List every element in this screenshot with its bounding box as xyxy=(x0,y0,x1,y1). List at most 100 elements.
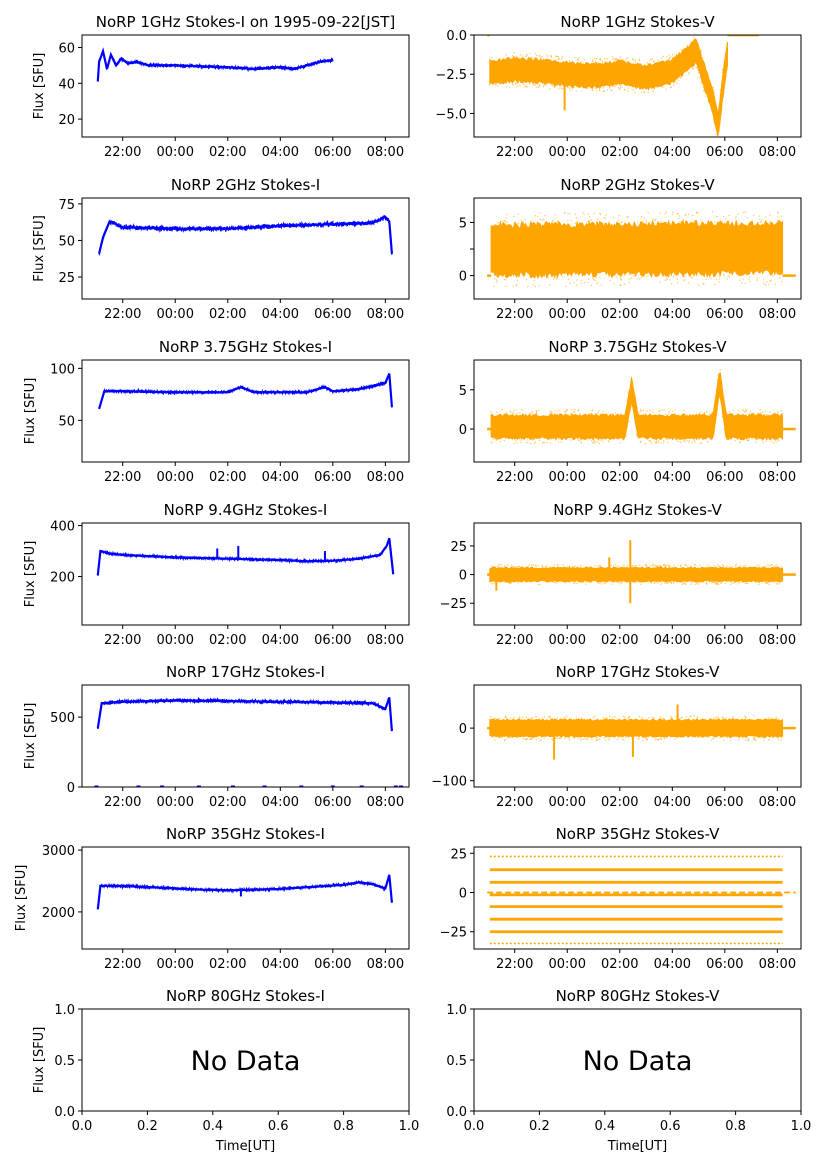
y-axis-label: Flux [SFU] xyxy=(23,703,38,770)
x-tick-label: 00:00 xyxy=(549,795,586,810)
scatter-point xyxy=(671,53,674,56)
scatter-point xyxy=(768,438,771,440)
scatter-point xyxy=(687,718,690,720)
x-tick-label: 1.0 xyxy=(791,1119,812,1134)
scatter-point xyxy=(662,718,664,720)
scatter-point xyxy=(534,53,537,55)
scatter-point xyxy=(759,409,761,411)
scatter-point xyxy=(613,274,615,277)
scatter-point xyxy=(678,215,681,217)
scatter-point xyxy=(596,737,598,739)
scatter-point xyxy=(764,566,766,568)
x-tick-label: 00:00 xyxy=(549,633,586,648)
scatter-point xyxy=(534,285,537,288)
scatter-point xyxy=(515,55,517,58)
scatter-point xyxy=(568,718,570,720)
scatter-point xyxy=(637,738,639,740)
scatter-point xyxy=(623,739,625,741)
series-stokes-v xyxy=(489,718,784,739)
scatter-point xyxy=(632,89,635,91)
axes-frame xyxy=(81,522,410,626)
scatter-point xyxy=(546,441,548,444)
scatter-point xyxy=(499,440,502,443)
x-tick-label: 02:00 xyxy=(601,633,638,648)
axes-frame xyxy=(473,522,802,626)
y-tick-label: 0 xyxy=(459,423,467,438)
scatter-point xyxy=(524,218,526,221)
scatter-point xyxy=(514,413,516,416)
x-tick-label: 08:00 xyxy=(759,470,796,485)
scatter-point xyxy=(503,439,505,442)
panel-i1: NoRP 1GHz Stokes-I on 1995-09-22[JST] 20 4… xyxy=(32,13,410,160)
scatter-point xyxy=(650,409,652,411)
scatter-point xyxy=(721,415,724,418)
x-tick-label: 0.6 xyxy=(268,1119,289,1134)
scatter-point xyxy=(500,220,502,223)
series-stokes-v xyxy=(490,219,784,280)
scatter-point xyxy=(607,736,609,738)
scatter-point xyxy=(619,284,621,286)
scatter-point xyxy=(632,565,634,567)
scatter-point xyxy=(583,282,586,284)
scatter-point xyxy=(612,216,615,219)
scatter-point xyxy=(773,442,775,444)
scatter-point xyxy=(525,279,528,281)
scatter-point xyxy=(575,716,577,718)
x-tick-label: 08:00 xyxy=(367,795,404,810)
scatter-point xyxy=(536,412,538,414)
scatter-point xyxy=(641,91,643,94)
scatter-point xyxy=(715,716,718,718)
scatter-point xyxy=(519,565,521,568)
scatter-point xyxy=(556,220,558,223)
scatter-point xyxy=(531,412,533,414)
x-tick-label: 0.2 xyxy=(137,1119,158,1134)
scatter-point xyxy=(551,738,553,740)
x-tick-label: 04:00 xyxy=(654,795,691,810)
scatter-point xyxy=(616,580,618,583)
scatter-point xyxy=(754,739,757,741)
scatter-point xyxy=(539,212,541,214)
scatter-point xyxy=(602,716,605,719)
panel-i5: NoRP 17GHz Stokes-I 0 500 22:00 00:00 02:00 04… xyxy=(23,663,410,810)
scatter-point xyxy=(712,89,714,91)
scatter-point xyxy=(710,739,712,741)
scatter-point xyxy=(552,278,555,280)
scatter-point xyxy=(641,739,644,741)
scatter-point xyxy=(587,439,589,441)
scatter-point xyxy=(699,564,701,566)
scatter-point xyxy=(644,443,646,445)
scatter-point xyxy=(712,581,714,584)
scatter-point xyxy=(535,409,537,412)
scatter-point xyxy=(766,438,768,440)
scatter-point xyxy=(629,716,631,718)
scatter-point xyxy=(554,439,557,441)
scatter-point xyxy=(504,581,506,584)
scatter-point xyxy=(737,739,740,741)
scatter-point xyxy=(620,58,622,60)
scatter-point xyxy=(647,438,649,440)
scatter-point xyxy=(619,277,622,279)
scatter-point xyxy=(705,92,707,95)
scatter-point xyxy=(593,275,595,277)
scatter-point xyxy=(494,739,496,741)
scatter-point xyxy=(531,439,534,441)
scatter-point xyxy=(748,438,750,440)
scatter-point xyxy=(586,738,589,740)
scatter-point xyxy=(676,282,679,284)
scatter-point xyxy=(631,88,633,91)
scatter-point xyxy=(597,410,600,412)
scatter-point xyxy=(777,440,780,442)
scatter-point xyxy=(598,222,600,224)
scatter-point xyxy=(536,54,538,57)
scatter-point xyxy=(641,717,643,719)
x-tick-label: 22:00 xyxy=(496,145,533,160)
scatter-point xyxy=(533,83,535,85)
scatter-point xyxy=(590,439,593,442)
scatter-point xyxy=(526,738,528,740)
panel-v4: NoRP 9.4GHz Stokes-V −25 0 25 22:00 00:00 02:0… xyxy=(440,501,802,648)
x-tick-label: 04:00 xyxy=(654,470,691,485)
scatter-point xyxy=(530,413,532,415)
scatter-point xyxy=(630,718,633,721)
y-tick-label: 50 xyxy=(58,234,75,249)
scatter-point xyxy=(706,583,708,585)
